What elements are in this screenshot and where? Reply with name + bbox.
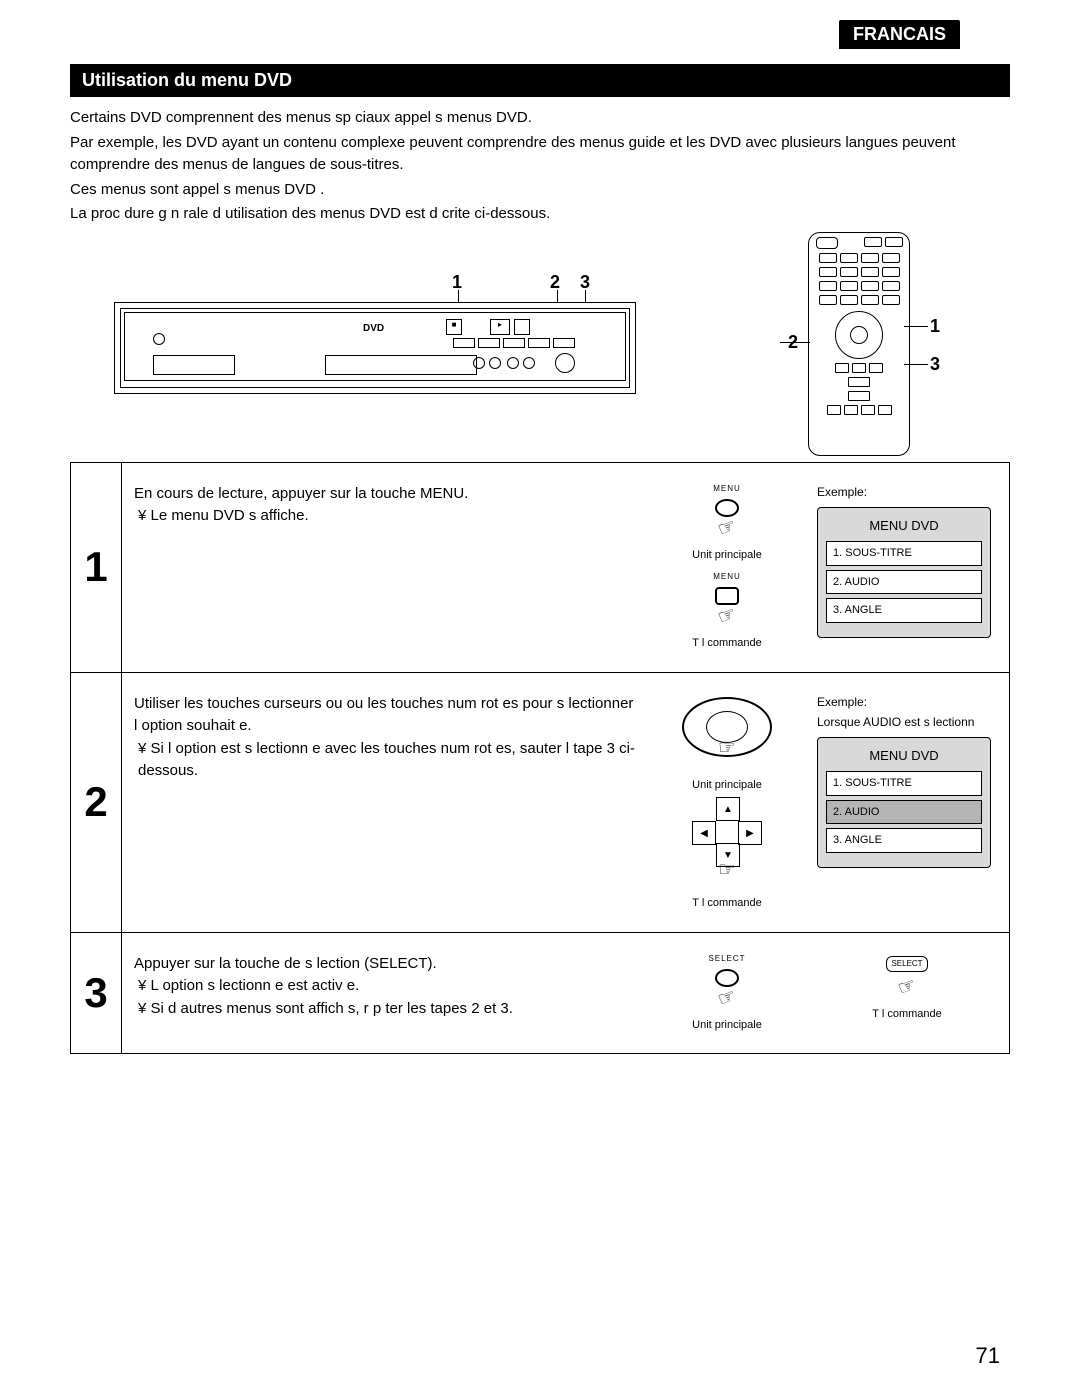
example-label: Exemple: [817,483,997,501]
arrow-right-icon: ▶ [738,821,762,845]
intro-line: Ces menus sont appel s menus DVD . [70,179,1010,202]
dvd-display [153,355,235,375]
press-button-icon: ☞ [697,587,757,631]
callout-line [904,326,928,327]
step-text: Appuyer sur la touche de s lection (SELE… [134,953,637,1034]
step-figure-unit: SELECT ☞ Unit principale [647,953,807,1034]
language-tab: FRANCAIS [839,20,960,49]
step-text: En cours de lecture, appuyer sur la touc… [134,483,637,652]
step-bullet: ¥ Si d autres menus sont affich s, r p t… [138,998,637,1021]
dvd-button-icon: ■ [446,319,462,335]
section-title-bar: Utilisation du menu DVD [70,64,1010,97]
unit-caption: Unit principale [647,1017,807,1034]
step-body: Utiliser les touches curseurs ou ou les … [122,673,1009,932]
step-body: Appuyer sur la touche de s lection (SELE… [122,933,1009,1054]
intro-line: Par exemple, les DVD ayant un contenu co… [70,132,1010,177]
step-row: 2 Utiliser les touches curseurs ou ou le… [71,672,1009,932]
step-figure-remote: SELECT ☞ T l commande [817,953,997,1034]
screen-option: 1. SOUS-TITRE [826,541,982,566]
dvd-menu-screen: MENU DVD 1. SOUS-TITRE 2. AUDIO 3. ANGLE [817,507,991,638]
hand-icon: ☞ [694,592,761,641]
intro-text: Certains DVD comprennent des menus sp ci… [70,107,1010,226]
dvd-button-icon [478,338,500,348]
example-label: Exemple: [817,693,997,711]
screen-option-selected: 2. AUDIO [826,800,982,825]
step-body: En cours de lecture, appuyer sur la touc… [122,463,1009,672]
callout-number: 2 [550,272,560,293]
step-main-text: Utiliser les touches curseurs ou ou les … [134,693,637,738]
dvd-button-icon [514,319,530,335]
callout-number: 3 [930,354,940,375]
intro-line: La proc dure g n rale d utilisation des … [70,203,1010,226]
dvd-button-icon [503,338,525,348]
remote-caption: T l commande [647,895,807,912]
step-row: 1 En cours de lecture, appuyer sur la to… [71,463,1009,672]
dvd-knob-icon [507,357,519,369]
dvd-tray [325,355,477,375]
press-button-icon: ☞ [697,969,757,1013]
dpad-cross-icon: ▲ ◀ ▶ ▼ [692,797,762,867]
dvd-buttons: ■ ▸ [446,319,530,335]
screen-option: 2. AUDIO [826,570,982,595]
dvd-button-icon [553,338,575,348]
step-example: Exemple: Lorsque AUDIO est s lectionn ME… [817,693,997,912]
screen-title: MENU DVD [824,746,984,766]
unit-caption: Unit principale [647,777,807,794]
step-bullet: ¥ Le menu DVD s affiche. [138,505,637,528]
step-main-text: Appuyer sur la touche de s lection (SELE… [134,953,637,976]
step-figure-unit: ☞ Unit principale ▲ ◀ ▶ ▼ ☞ T l commande [647,693,807,912]
unit-caption: Unit principale [647,547,807,564]
screen-option: 3. ANGLE [826,598,982,623]
page-number: 71 [976,1343,1000,1369]
dvd-button-icon [453,338,475,348]
dvd-button-icon [528,338,550,348]
screen-option: 3. ANGLE [826,828,982,853]
menu-label: MENU [647,483,807,495]
dvd-jog-icon [555,353,575,373]
dpad-oval-icon [682,697,772,757]
dvd-buttons [453,338,575,348]
remote-caption: T l commande [817,1006,997,1023]
dvd-knob-icon [489,357,501,369]
device-diagrams: 1 2 3 DVD ■ ▸ [70,232,1010,462]
dvd-player-diagram: DVD ■ ▸ [114,302,636,394]
callout-line [780,342,810,343]
press-button-icon: ☞ [697,499,757,543]
arrow-left-icon: ◀ [692,821,716,845]
intro-line: Certains DVD comprennent des menus sp ci… [70,107,1010,130]
step-figure-unit: MENU ☞ Unit principale MENU ☞ T l comman… [647,483,807,652]
dvd-knob-icon [523,357,535,369]
remote-dpad-icon [835,311,883,359]
screen-option: 1. SOUS-TITRE [826,771,982,796]
dvd-logo: DVD [363,323,384,334]
step-example: Exemple: MENU DVD 1. SOUS-TITRE 2. AUDIO… [817,483,997,652]
callout-line [904,364,928,365]
example-sublabel: Lorsque AUDIO est s lectionn [817,713,997,731]
dvd-button-icon: ▸ [490,319,510,335]
press-button-icon: ☞ [877,972,937,1002]
callout-number: 1 [930,316,940,337]
menu-label: MENU [647,571,807,583]
dvd-led-icon [153,333,165,345]
step-number: 3 [71,933,122,1054]
manual-page: FRANCAIS Utilisation du menu DVD Certain… [0,0,1080,1399]
step-number: 2 [71,673,122,932]
dvd-menu-screen: MENU DVD 1. SOUS-TITRE 2. AUDIO 3. ANGLE [817,737,991,868]
step-row: 3 Appuyer sur la touche de s lection (SE… [71,932,1009,1054]
step-main-text: En cours de lecture, appuyer sur la touc… [134,483,637,506]
arrow-up-icon: ▲ [716,797,740,821]
step-bullet: ¥ L option s lectionn e est activ e. [138,975,637,998]
steps-table: 1 En cours de lecture, appuyer sur la to… [70,462,1010,1055]
arrow-down-icon: ▼ [716,843,740,867]
select-label: SELECT [647,953,807,965]
dvd-knob-icon [473,357,485,369]
screen-title: MENU DVD [824,516,984,536]
remote-caption: T l commande [647,635,807,652]
step-bullet: ¥ Si l option est s lectionn e avec les … [138,738,637,783]
remote-diagram [808,232,910,456]
step-text: Utiliser les touches curseurs ou ou les … [134,693,637,912]
step-number: 1 [71,463,122,672]
callout-number: 1 [452,272,462,293]
